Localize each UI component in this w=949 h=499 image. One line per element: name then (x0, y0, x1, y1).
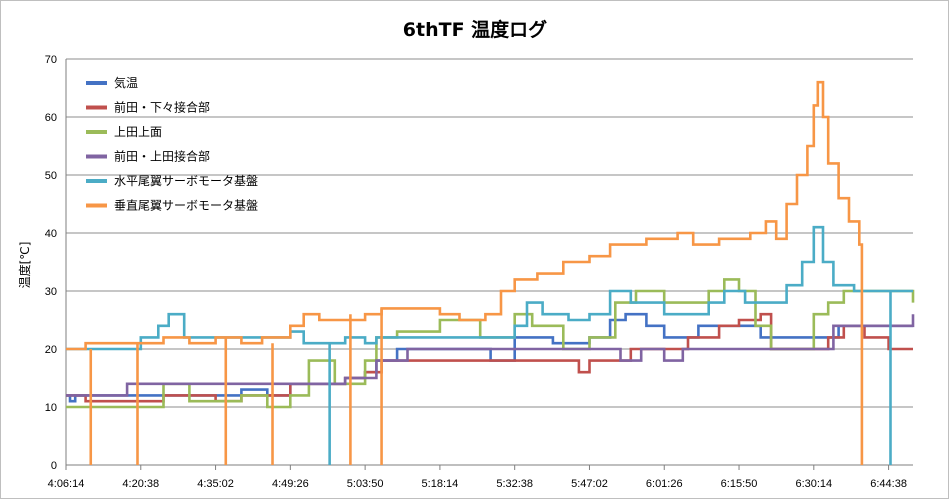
legend-label-3: 前田・上田接合部 (114, 149, 210, 164)
y-tick-label: 0 (51, 460, 57, 472)
series-line-4 (66, 225, 913, 351)
x-tick-label: 6:30:14 (795, 478, 832, 490)
series-line-0 (66, 312, 913, 403)
legend: 気温前田・下々接合部上田上面前田・上田接合部水平尾翼サーボモータ基盤垂直尾翼サー… (86, 75, 258, 213)
x-tick-label: 6:15:50 (721, 478, 758, 490)
x-tick-label: 5:32:38 (496, 478, 533, 490)
x-axis-ticks: 4:06:14 4:20:38 4:35:02 4:49:26 5:03:50 5:18:… (48, 465, 907, 490)
y-tick-label: 70 (45, 54, 57, 66)
series-line-3 (66, 314, 915, 397)
y-tick-label: 10 (45, 402, 57, 414)
y-axis-label: 温度[℃] (17, 242, 32, 289)
chart-title: 6thTF 温度ログ (403, 18, 547, 41)
x-tick-label: 5:03:50 (347, 478, 384, 490)
series-lines (66, 80, 915, 465)
y-tick-label: 30 (45, 286, 57, 298)
x-tick-label: 4:35:02 (197, 478, 234, 490)
x-tick-label: 6:44:38 (870, 478, 907, 490)
legend-label-2: 上田上面 (114, 125, 162, 139)
x-tick-label: 4:20:38 (122, 478, 159, 490)
x-tick-label: 5:18:14 (422, 478, 459, 490)
gridlines (65, 58, 913, 466)
legend-label-1: 前田・下々接合部 (114, 100, 210, 115)
y-tick-label: 40 (45, 228, 57, 240)
legend-label-0: 気温 (114, 75, 138, 90)
y-tick-label: 60 (45, 112, 57, 124)
series-line-5 (66, 80, 864, 465)
x-tick-label: 4:06:14 (48, 478, 85, 490)
legend-label-4: 水平尾翼サーボモータ基盤 (114, 174, 258, 188)
y-axis-ticks: 0 10 20 30 40 50 60 70 (45, 54, 57, 472)
x-tick-label: 4:49:26 (272, 478, 309, 490)
legend-label-5: 垂直尾翼サーボモータ基盤 (114, 199, 258, 213)
y-tick-label: 20 (45, 344, 57, 356)
y-tick-label: 50 (45, 170, 57, 182)
x-tick-label: 5:47:02 (571, 478, 608, 490)
x-tick-label: 6:01:26 (646, 478, 683, 490)
